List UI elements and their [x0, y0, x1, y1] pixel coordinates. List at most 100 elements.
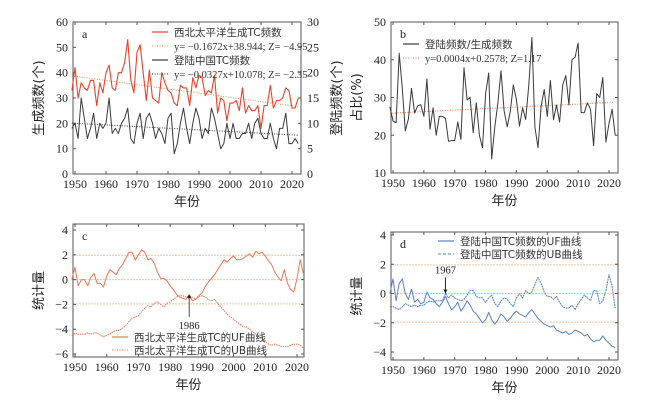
y2-axis-label: 登陆频数(个): [329, 60, 345, 135]
y-tick-label: −6: [55, 347, 68, 361]
annotation-label: 1986: [179, 321, 200, 332]
panel-c: 1950 1960 1970 1980 1990 2000 2010 2020 −6 −4 −2 0 2…: [32, 223, 309, 393]
x-axis-label: 年份: [174, 195, 200, 210]
legend-ratio-label: 登陆频数/生成频数: [425, 38, 513, 51]
x-tick-label: 2010: [249, 177, 273, 191]
annotation-arrowhead: [443, 289, 448, 294]
x-tick-label: 1960: [412, 176, 436, 190]
panel-label: a: [82, 27, 88, 41]
ratio-trend-line: [389, 101, 616, 114]
annotation-label: 1967: [435, 266, 456, 277]
x-tick-label: 1990: [504, 363, 528, 377]
legend-uf-label: 登陆中国TC频数的UF曲线: [460, 235, 582, 248]
x-tick-label: 1980: [156, 177, 180, 191]
legend-genesis-trend-label: y= −0.1672x+38.944; Z= −4.95: [174, 42, 307, 53]
y-axis-label: 生成频数(个): [32, 60, 47, 135]
x-tick-label: 1970: [443, 363, 467, 377]
panel-d: 1950 1960 1970 1980 1990 2000 2010 2020 −4 −2 0 2 4 年…: [350, 228, 621, 396]
x-axis-label: 年份: [175, 378, 201, 393]
y-tick-label: 30: [56, 91, 68, 105]
x-tick-label: 2010: [253, 360, 277, 374]
ub-curve-line: [389, 274, 616, 311]
y-tick-label: 10: [56, 142, 68, 156]
crossing-point-marker: [187, 295, 191, 299]
y2-tick-label: 30: [307, 15, 319, 29]
x-tick-label: 1960: [94, 177, 118, 191]
y2-tick-label: 20: [307, 66, 319, 80]
x-tick-label: 2020: [280, 177, 304, 191]
x-tick-label: 2020: [597, 363, 621, 377]
y-tick-label: 2: [380, 257, 386, 271]
x-tick-label: 1950: [63, 360, 87, 374]
y-tick-label: 0: [62, 273, 68, 287]
x-axis-label: 年份: [491, 381, 517, 396]
y-tick-label: −2: [55, 297, 68, 311]
legend-ratio-trend-label: y=0.0004x+0.2578; Z=1.17: [425, 54, 541, 65]
x-tick-label: 1960: [95, 360, 119, 374]
y-tick-label: 40: [374, 53, 386, 67]
y-tick-label: 4: [380, 228, 386, 242]
x-tick-label: 2020: [597, 176, 621, 190]
panel-label: c: [82, 229, 87, 243]
y2-tick-label: 5: [307, 142, 313, 156]
landfall-trend-line: [71, 122, 299, 136]
y-tick-label: 4: [62, 223, 68, 237]
x-tick-label: 1970: [443, 176, 467, 190]
x-tick-label: 2000: [218, 177, 242, 191]
plot-frame: [72, 223, 305, 358]
legend-ub-label: 西北太平洋生成TC的UB曲线: [134, 344, 268, 357]
genesis-series-line: [71, 39, 299, 129]
y-tick-label: 50: [56, 40, 68, 54]
panel-label: d: [400, 237, 406, 251]
x-tick-label: 1950: [381, 176, 405, 190]
ratio-series-line: [389, 37, 616, 160]
x-tick-label: 2000: [535, 363, 559, 377]
uf-curve-line: [389, 278, 616, 349]
x-tick-label: 1980: [158, 360, 182, 374]
panel-b: 1950 1960 1970 1980 1990 2000 2010 2020 10 20 30 40…: [350, 15, 621, 209]
x-tick-label: 1990: [187, 177, 211, 191]
plot-frame: [390, 231, 619, 361]
y-axis-label: 占比(%): [350, 73, 365, 122]
y-tick-label: 10: [374, 166, 386, 180]
y-axis-label: 统计量: [32, 271, 47, 310]
y2-tick-label: 25: [307, 40, 319, 54]
y-tick-label: 50: [374, 15, 386, 29]
y2-tick-label: 10: [307, 116, 319, 130]
y-tick-label: −2: [373, 316, 386, 330]
x-tick-label: 2020: [285, 360, 309, 374]
y-tick-label: 60: [56, 15, 68, 29]
y2-tick-label: 0: [307, 167, 313, 181]
x-tick-label: 1980: [474, 363, 498, 377]
y-tick-label: 0: [62, 167, 68, 181]
x-tick-label: 1970: [126, 360, 150, 374]
y2-tick-label: 15: [307, 91, 319, 105]
x-tick-label: 2000: [222, 360, 246, 374]
y-axis-label: 统计量: [350, 276, 365, 315]
x-axis-label: 年份: [491, 194, 517, 209]
x-tick-label: 1960: [412, 363, 436, 377]
y-tick-label: 2: [62, 248, 68, 262]
y-tick-label: −4: [373, 345, 386, 359]
uf-curve-line: [71, 249, 304, 302]
y-tick-label: 0: [380, 287, 386, 301]
y-tick-label: −4: [55, 322, 68, 336]
x-tick-label: 2000: [535, 176, 559, 190]
x-tick-label: 1980: [474, 176, 498, 190]
x-tick-label: 1990: [504, 176, 528, 190]
panel-a: 1950 1960 1970 1980 1990 2000 2010 202001020304…: [32, 15, 345, 210]
x-tick-label: 1970: [125, 177, 149, 191]
x-tick-label: 1950: [381, 363, 405, 377]
y-tick-label: 40: [56, 66, 68, 80]
y-tick-label: 20: [56, 116, 68, 130]
legend-landfall-label: 登陆中国TC频数: [174, 54, 251, 67]
y-tick-label: 20: [374, 128, 386, 142]
x-tick-label: 1990: [190, 360, 214, 374]
x-tick-label: 1950: [63, 177, 87, 191]
genesis-trend-line: [71, 75, 299, 108]
x-tick-label: 2010: [566, 363, 590, 377]
legend-ub-label: 登陆中国TC频数的UB曲线: [460, 248, 583, 261]
x-tick-label: 2010: [566, 176, 590, 190]
legend-uf-label: 西北太平洋生成TC的UF曲线: [134, 331, 266, 344]
